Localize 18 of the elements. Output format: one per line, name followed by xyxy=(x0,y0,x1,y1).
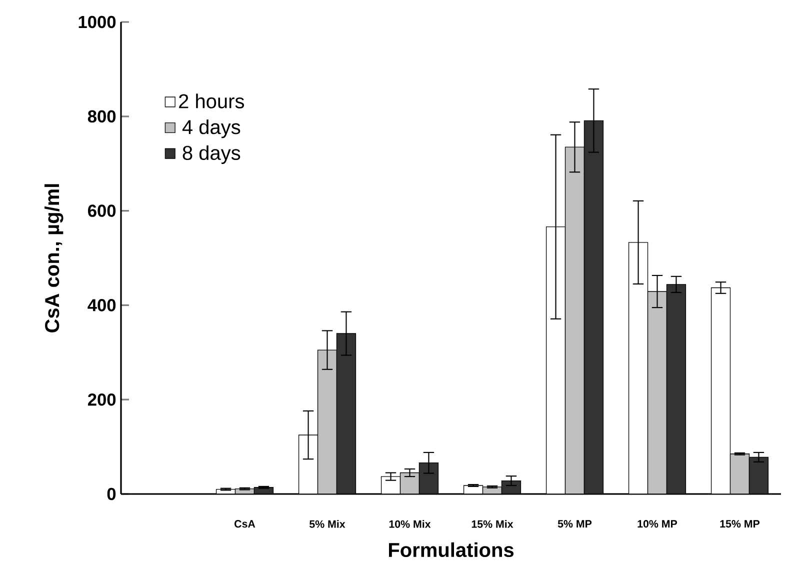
y-tick-label: 0 xyxy=(107,488,116,500)
y-tick-label: 600 xyxy=(88,204,116,217)
y-tick-label: 800 xyxy=(88,110,116,123)
y-tick-label: 1000 xyxy=(78,16,116,28)
x-tick-label: CsA xyxy=(234,520,256,528)
legend-label: 8 days xyxy=(182,145,240,164)
x-tick-label: 10% Mix xyxy=(389,520,431,528)
legend-label: 2 hours xyxy=(179,94,244,108)
x-tick-label: 10% MP xyxy=(638,520,678,528)
x-axis-title: Formulations xyxy=(389,542,514,558)
y-tick-label: 200 xyxy=(88,393,116,406)
legend-label: 4 days xyxy=(182,120,240,138)
x-tick-label: 15% MP xyxy=(720,520,760,528)
x-tick-label: 5% Mix xyxy=(310,520,346,528)
x-tick-label: 15% Mix xyxy=(472,520,514,528)
x-tick-label: 5% MP xyxy=(558,520,592,528)
y-tick-label: 400 xyxy=(88,299,116,312)
y-axis-title: CsA con., µg/ml xyxy=(44,184,64,332)
